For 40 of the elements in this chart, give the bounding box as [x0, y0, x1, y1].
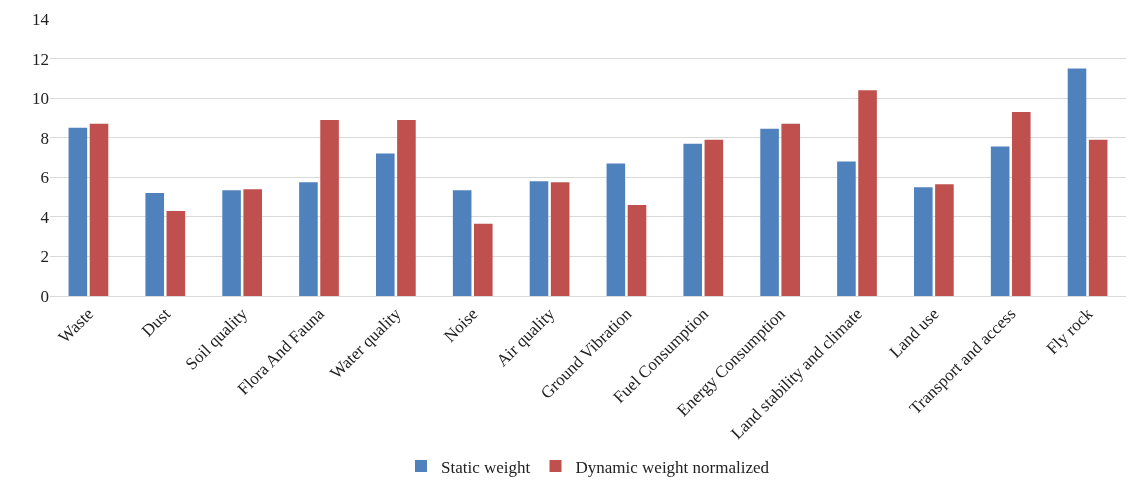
y-tick-label: 12 [32, 49, 49, 69]
bar [145, 193, 165, 296]
bar [1088, 139, 1108, 296]
bar [243, 189, 263, 296]
y-tick-label: 10 [32, 89, 49, 109]
y-tick-label: 4 [40, 207, 50, 227]
x-tick-label: Fly rock [1042, 303, 1097, 359]
legend-label: Dynamic weight normalized [575, 457, 770, 477]
bar [704, 139, 724, 296]
bar [1011, 111, 1031, 296]
bar [913, 187, 933, 296]
y-tick-label: 8 [40, 128, 49, 148]
bar [68, 127, 88, 296]
legend-label: Static weight [441, 457, 531, 477]
y-tick-label: 14 [32, 9, 50, 29]
bar [222, 190, 241, 296]
bar [320, 119, 339, 296]
bar [858, 90, 877, 296]
bar [935, 184, 954, 296]
bar [990, 146, 1010, 296]
bar [760, 128, 779, 296]
y-tick-label: 0 [40, 286, 49, 306]
bar [627, 204, 647, 296]
bar [473, 223, 493, 296]
y-tick-label: 6 [40, 168, 49, 188]
bar [529, 181, 549, 296]
bar [683, 143, 703, 296]
bar [781, 123, 801, 296]
x-tick-label: Dust [137, 304, 175, 341]
bar [837, 161, 856, 296]
bar [397, 119, 416, 296]
bar [89, 123, 109, 296]
bar [299, 182, 318, 296]
bar [550, 182, 570, 296]
bar [1067, 68, 1087, 296]
bar [606, 163, 626, 296]
bar [166, 210, 186, 296]
bar [452, 190, 472, 296]
y-tick-label: 2 [40, 247, 49, 267]
bar [375, 153, 395, 296]
